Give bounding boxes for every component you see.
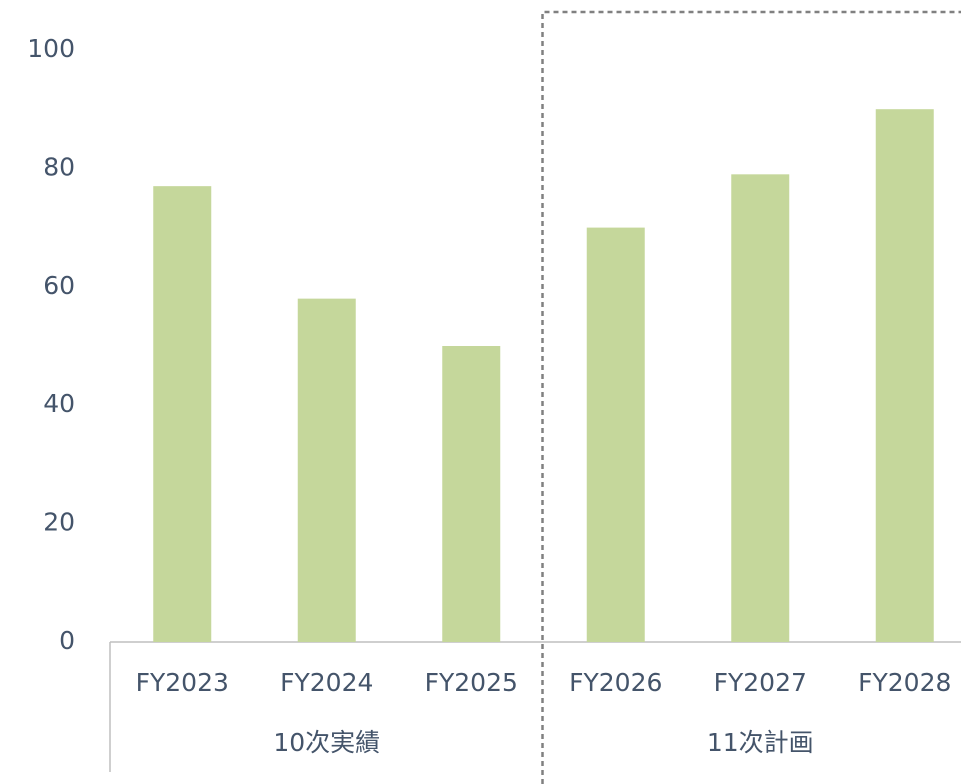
bar	[875, 109, 934, 642]
x-tick-label: FY2026	[569, 668, 662, 697]
bar	[442, 346, 501, 642]
bar	[586, 227, 645, 642]
y-tick-label: 40	[43, 389, 75, 418]
y-tick-label: 100	[27, 34, 75, 63]
group-label: 10次実績	[273, 728, 380, 757]
x-tick-label: FY2025	[425, 668, 518, 697]
x-tick-label: FY2028	[858, 668, 951, 697]
y-tick-label: 20	[43, 508, 75, 537]
x-tick-label: FY2024	[280, 668, 373, 697]
x-tick-label: FY2023	[136, 668, 229, 697]
x-tick-label: FY2027	[714, 668, 807, 697]
bar	[153, 186, 212, 642]
bar	[297, 298, 356, 642]
group-label: 11次計画	[707, 728, 814, 757]
y-tick-label: 0	[59, 626, 75, 655]
bar	[731, 174, 790, 642]
y-tick-label: 60	[43, 271, 75, 300]
y-tick-label: 80	[43, 152, 75, 181]
